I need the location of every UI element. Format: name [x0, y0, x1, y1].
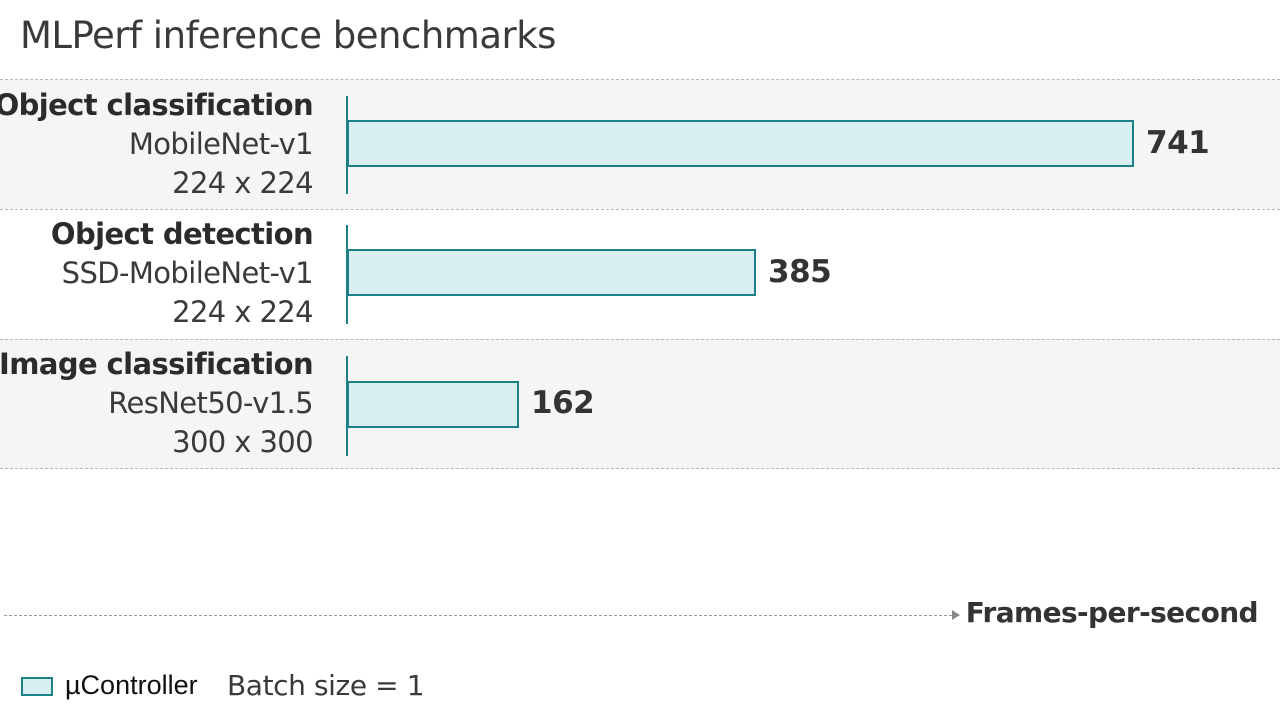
category-model: ResNet50-v1.5	[108, 386, 313, 420]
row-divider	[0, 468, 1280, 469]
category-name: Object classification	[0, 88, 314, 122]
category-resolution: 300 x 300	[172, 425, 314, 459]
legend-swatch	[21, 677, 53, 696]
row-divider	[0, 79, 1280, 80]
category-name: Image classification	[0, 347, 314, 381]
category-model: MobileNet-v1	[128, 127, 314, 161]
category-resolution: 224 x 224	[172, 166, 314, 200]
bar-value-label: 162	[531, 385, 595, 421]
bar-value-label: 385	[768, 254, 832, 290]
row-divider	[0, 339, 1280, 340]
bar-object-detection	[347, 249, 756, 296]
legend-series-name: µController	[65, 670, 198, 700]
chart-title: MLPerf inference benchmarks	[20, 14, 556, 57]
legend-note: Batch size = 1	[227, 669, 425, 702]
bar-object-classification	[347, 120, 1134, 167]
x-axis-arrow-icon	[952, 610, 960, 620]
category-resolution: 224 x 224	[172, 295, 314, 329]
category-model: SSD-MobileNet-v1	[61, 256, 314, 290]
x-axis-label: Frames-per-second	[965, 596, 1259, 629]
bar-image-classification	[347, 381, 519, 428]
row-divider	[0, 209, 1280, 210]
category-label: Object classification MobileNet-v1 224 x…	[0, 86, 314, 203]
bar-value-label: 741	[1146, 125, 1210, 161]
row-band-image-classification	[0, 339, 1280, 468]
x-axis-line	[4, 615, 952, 616]
category-label: Object detection SSD-MobileNet-v1 224 x …	[50, 215, 314, 332]
category-label: Image classification ResNet50-v1.5 300 x…	[0, 345, 314, 462]
category-name: Object detection	[50, 217, 314, 251]
